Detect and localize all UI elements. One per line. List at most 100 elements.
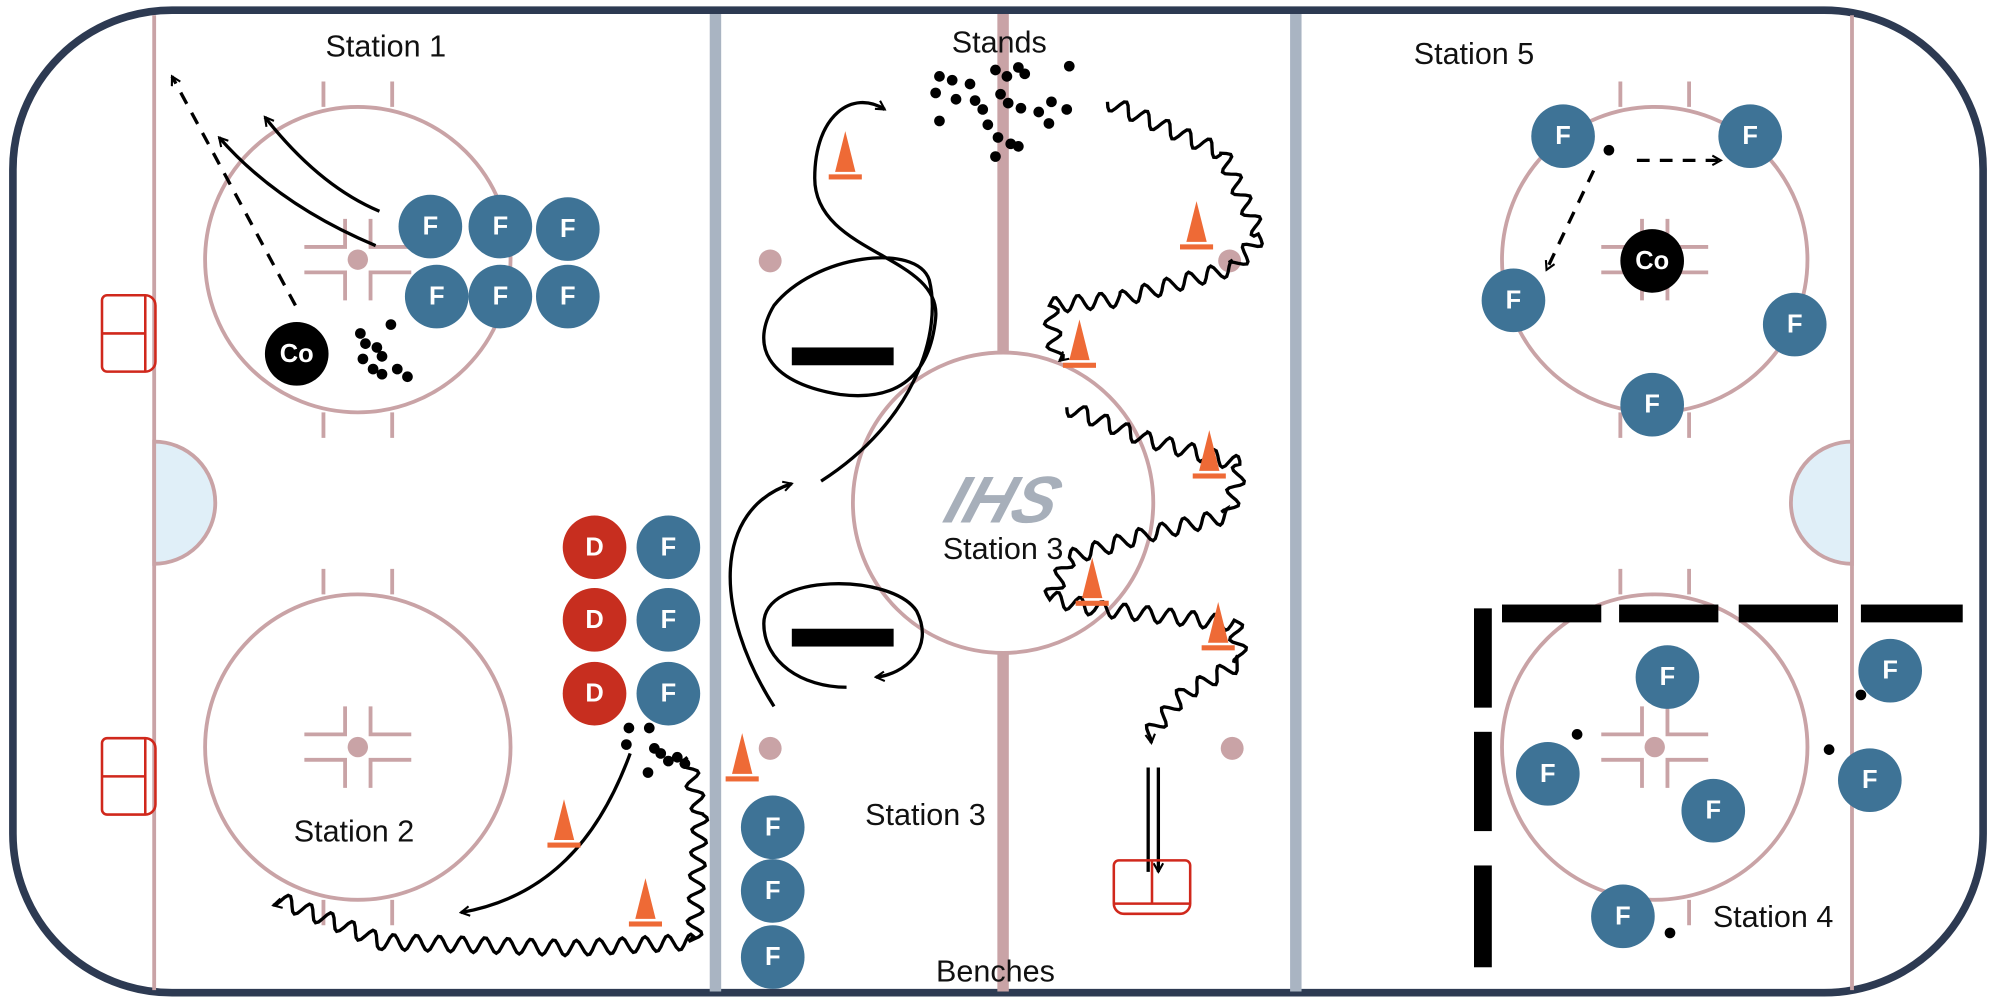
player-label: F <box>1705 797 1721 825</box>
puck <box>643 722 655 734</box>
player-token <box>1481 268 1546 333</box>
player-token <box>1858 638 1922 703</box>
player-label: F <box>423 213 439 241</box>
puck <box>357 353 369 365</box>
player: D <box>562 661 627 726</box>
puck <box>621 739 632 750</box>
player-token <box>562 515 627 580</box>
faceoff-dot <box>1644 736 1665 758</box>
player: F <box>1681 778 1746 843</box>
puck <box>1046 96 1057 108</box>
cone <box>732 733 753 774</box>
player-token <box>562 661 627 726</box>
station-label: Station 2 <box>294 815 415 849</box>
faceoff-dot <box>347 736 368 758</box>
player: F <box>1591 884 1655 949</box>
puck <box>1061 104 1073 115</box>
drill-paths <box>170 76 1721 958</box>
player: F <box>1838 748 1902 812</box>
puck <box>1043 118 1055 129</box>
barrier <box>1474 865 1492 968</box>
player: F <box>468 194 533 259</box>
cone <box>1069 319 1090 361</box>
cone <box>553 799 575 840</box>
hash-marks <box>321 568 395 926</box>
skate-path <box>219 137 377 248</box>
skate-path <box>728 484 792 708</box>
player-label: F <box>765 813 781 841</box>
skate-path <box>762 582 924 689</box>
puck <box>391 363 403 375</box>
puck <box>671 751 683 763</box>
puck <box>1063 60 1075 72</box>
puck <box>371 342 383 353</box>
cone <box>635 878 656 919</box>
player-label: F <box>1615 902 1631 930</box>
barrier <box>1860 604 1963 623</box>
puck <box>663 755 674 767</box>
player-token <box>562 588 627 652</box>
puck <box>995 88 1006 100</box>
puck <box>934 71 945 82</box>
station-label: Station 1 <box>326 29 447 63</box>
net-frame <box>1112 859 1192 916</box>
puck <box>1664 927 1676 939</box>
skate-path <box>461 752 632 912</box>
puck <box>1002 97 1014 109</box>
net <box>100 736 157 816</box>
puck <box>990 151 1001 162</box>
cone-base <box>828 174 862 180</box>
player: D <box>562 588 627 652</box>
player-label: F <box>661 533 677 561</box>
player: Co <box>264 322 329 386</box>
puck <box>402 371 413 383</box>
skate-path <box>265 117 381 213</box>
skate-path <box>1146 767 1158 871</box>
cone-base <box>1075 600 1109 606</box>
player-label: F <box>1644 391 1660 419</box>
barrier <box>1619 604 1719 623</box>
player-token <box>468 194 533 259</box>
player-label: F <box>493 283 509 311</box>
net-frame <box>100 294 157 373</box>
player-label: F <box>765 877 781 905</box>
players: F F F F F F Co D D D F F F F F F F F F F F Co F F F F F F <box>264 104 1922 989</box>
stands-label: Stands <box>952 26 1047 60</box>
station-label: Station 4 <box>1713 900 1834 934</box>
puck <box>1571 729 1583 740</box>
player-label: F <box>1555 122 1571 150</box>
player: F <box>1635 645 1700 709</box>
player: F <box>636 588 701 652</box>
net-frame <box>100 736 157 816</box>
player: F <box>636 661 701 726</box>
cone-base <box>1062 362 1096 368</box>
puck <box>1823 744 1835 755</box>
player-token <box>1620 372 1684 437</box>
player-label: F <box>1660 663 1676 691</box>
puck <box>1015 102 1027 114</box>
puck <box>934 115 945 127</box>
cone <box>1186 201 1207 242</box>
cone-base <box>1201 645 1235 651</box>
player-label: D <box>585 680 603 708</box>
puck <box>655 748 667 759</box>
player-token <box>1718 104 1782 168</box>
player-token <box>636 661 701 726</box>
player-label: Co <box>280 340 314 368</box>
puck <box>977 104 989 115</box>
player-label: F <box>1862 766 1878 794</box>
puck <box>1603 144 1615 156</box>
player-label: F <box>1882 657 1898 685</box>
hash-marks <box>1618 81 1691 438</box>
puck <box>1013 141 1024 152</box>
player-label: F <box>1506 286 1522 314</box>
net <box>1112 859 1192 916</box>
faceoff-cross <box>1601 706 1709 788</box>
player-token <box>536 197 600 261</box>
player-token <box>636 515 701 580</box>
player-token <box>740 859 805 923</box>
puck <box>360 338 371 349</box>
player-label: F <box>493 213 509 241</box>
logo: IHS <box>936 464 1070 537</box>
